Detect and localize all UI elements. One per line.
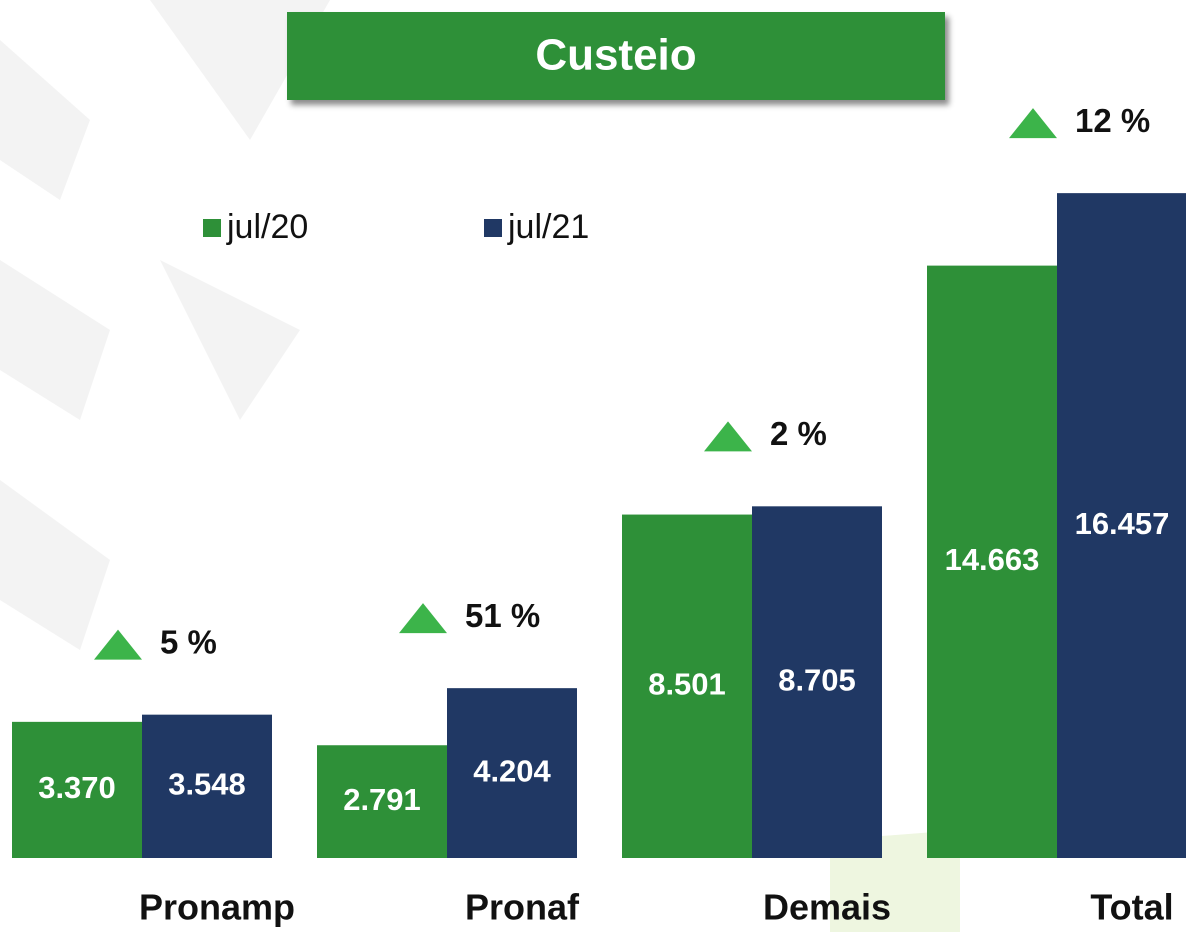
bar — [622, 514, 752, 858]
increase-icon — [399, 603, 447, 634]
value-label: 8.705 — [778, 662, 856, 697]
bar — [142, 714, 272, 858]
increase-icon — [94, 629, 142, 660]
x-tick-label: Pronaf — [465, 887, 580, 928]
legend-swatch — [484, 219, 502, 237]
bar — [447, 688, 577, 858]
x-tick-label: Total — [1090, 887, 1173, 928]
value-label: 3.548 — [168, 767, 246, 802]
legend-swatch — [203, 219, 221, 237]
bar — [927, 265, 1057, 858]
value-label: 4.204 — [473, 753, 551, 788]
legend-label: jul/20 — [226, 208, 308, 246]
legend-label: jul/21 — [507, 208, 589, 246]
x-tick-label: Demais — [763, 887, 891, 928]
annotation: 2 % — [770, 415, 827, 452]
title-box — [287, 12, 945, 100]
annotation: 51 % — [465, 597, 540, 634]
value-label: 3.370 — [38, 770, 116, 805]
bar — [1057, 193, 1186, 858]
chart-title: Custeio — [535, 31, 696, 80]
value-label: 2.791 — [343, 782, 421, 817]
increase-icon — [1009, 108, 1057, 139]
bar — [12, 721, 142, 858]
value-label: 14.663 — [945, 542, 1040, 577]
bar — [752, 506, 882, 858]
annotation: 12 % — [1075, 102, 1150, 139]
annotation: 5 % — [160, 623, 217, 660]
value-label: 8.501 — [648, 666, 726, 701]
value-label: 16.457 — [1075, 506, 1170, 541]
background-pattern — [0, 0, 960, 932]
x-tick-label: Pronamp — [139, 887, 295, 928]
bar — [317, 745, 447, 858]
increase-icon — [704, 421, 752, 452]
